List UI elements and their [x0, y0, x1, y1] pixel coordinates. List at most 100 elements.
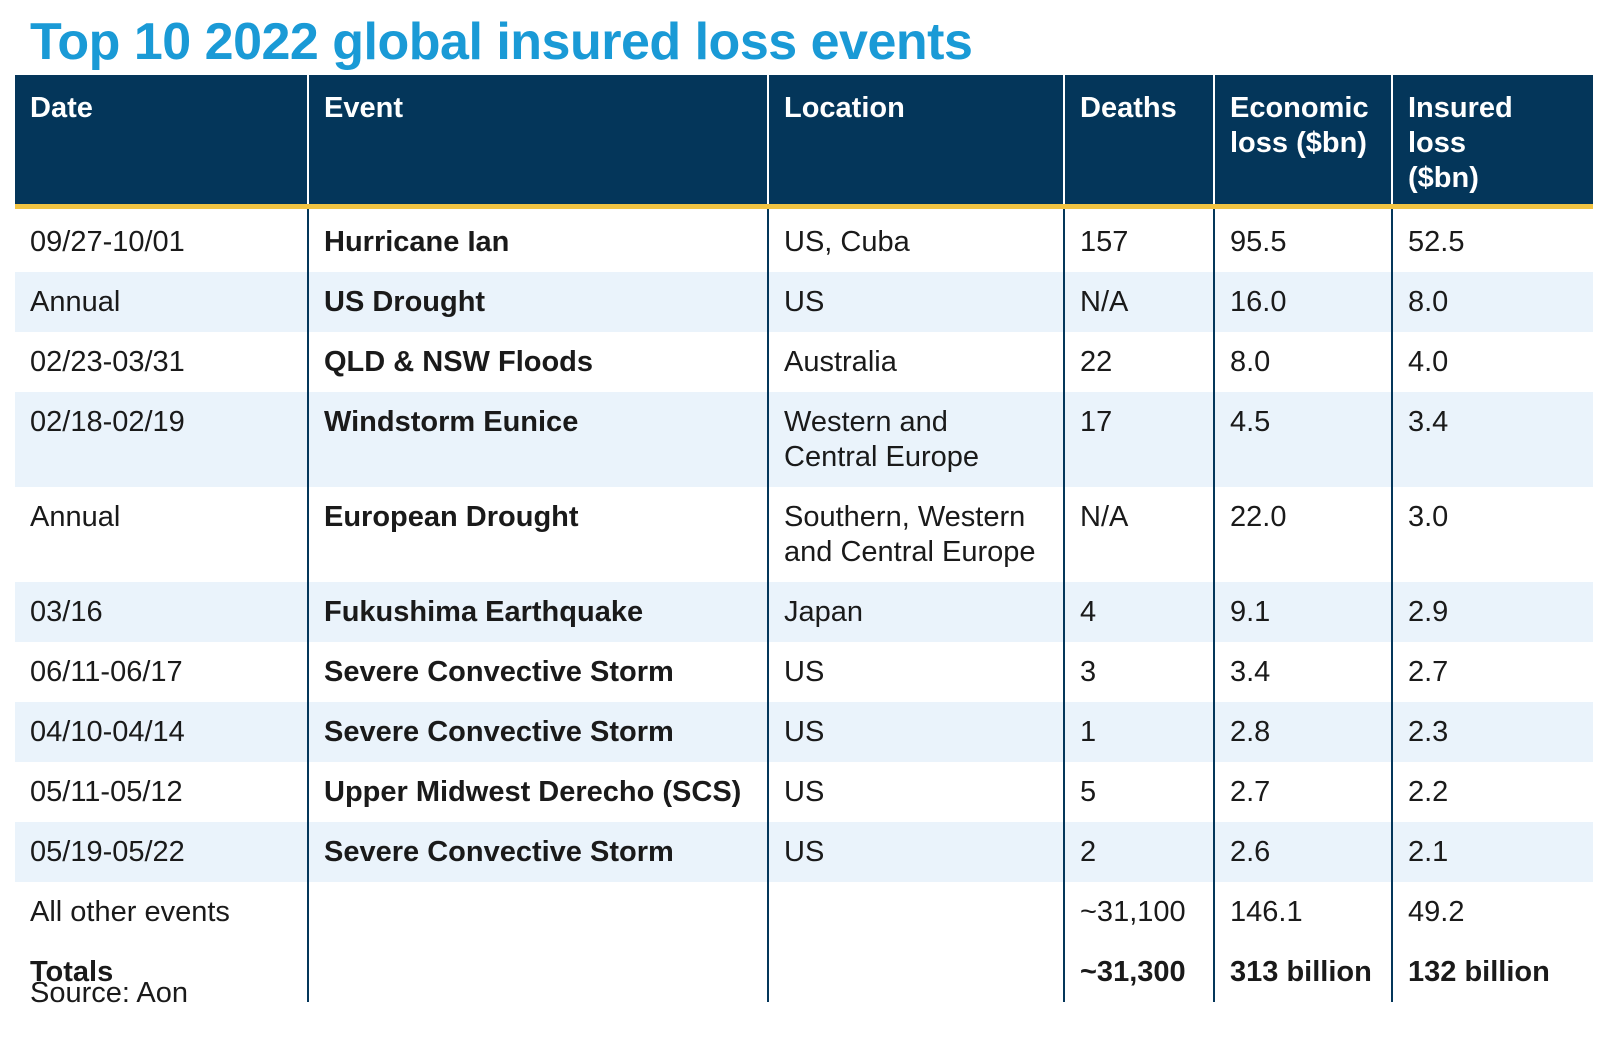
table-row: 05/11-05/12 Upper Midwest Derecho (SCS) US… — [15, 762, 1593, 822]
economic-loss-cell: 22.0 — [1213, 487, 1392, 582]
deaths-cell: 2 — [1063, 822, 1214, 882]
location-line: US — [784, 286, 825, 318]
location-cell: US — [767, 702, 1064, 762]
location-line: US, Cuba — [784, 226, 910, 258]
date-cell: All other events — [30, 896, 230, 928]
location-line: Western and — [784, 406, 948, 438]
location-line: Japan — [784, 596, 864, 628]
header-location: Location — [767, 75, 1064, 209]
location-line: Central Europe — [784, 441, 980, 473]
economic-loss-cell: 16.0 — [1213, 272, 1392, 332]
location-line: US — [784, 776, 825, 808]
date-cell: Annual — [30, 501, 121, 533]
table-row: 06/11-06/17 Severe Convective Storm US 3 3.4… — [15, 642, 1593, 702]
deaths-cell: ~31,300 — [1063, 942, 1214, 1002]
event-cell: Fukushima Earthquake — [307, 582, 768, 642]
deaths-cell: 5 — [1063, 762, 1214, 822]
chart-title: Top 10 2022 global insured loss events — [30, 13, 973, 71]
date-cell: 04/10-04/14 — [15, 702, 308, 762]
insured-loss-cell: 2.2 — [1391, 762, 1593, 822]
other-events-row: All other events ~31,100 146.1 49.2 — [15, 882, 1593, 942]
event-cell: Severe Convective Storm — [307, 642, 768, 702]
deaths-cell: ~31,100 — [1063, 882, 1214, 942]
header-economic-loss: Economic loss ($bn) — [1213, 75, 1392, 209]
event-cell: European Drought — [307, 487, 768, 582]
location-cell: Southern, Western and Central Europe — [767, 487, 1064, 582]
location-cell: Western and Central Europe — [767, 392, 1064, 487]
insured-loss-cell: 49.2 — [1391, 882, 1593, 942]
location-line: US — [784, 836, 825, 868]
header-event: Event — [307, 75, 768, 209]
deaths-cell: 22 — [1063, 332, 1214, 392]
economic-loss-cell: 2.7 — [1213, 762, 1392, 822]
insured-loss-cell: 2.3 — [1391, 702, 1593, 762]
insured-loss-cell: 2.9 — [1391, 582, 1593, 642]
table-row: 03/16 Fukushima Earthquake Japan 4 9.1 2.9 — [15, 582, 1593, 642]
deaths-cell: 1 — [1063, 702, 1214, 762]
header-economic-loss-line1: Economic — [1230, 92, 1369, 124]
deaths-cell: 3 — [1063, 642, 1214, 702]
table-body: 09/27-10/01 Hurricane Ian US, Cuba 157 95.5 5… — [15, 206, 1593, 1002]
table-row: 05/19-05/22 Severe Convective Storm US 2 2.6… — [15, 822, 1593, 882]
loss-events-table: Date Event Location Deaths Economic loss … — [15, 75, 1593, 1002]
date-cell: 06/11-06/17 — [30, 656, 183, 688]
location-line: Australia — [784, 346, 897, 378]
table-row: Annual European Drought Southern, Western a… — [15, 487, 1593, 582]
event-cell: Windstorm Eunice — [307, 392, 768, 487]
economic-loss-cell: 2.8 — [1213, 702, 1392, 762]
location-cell: US — [767, 642, 1064, 702]
insured-loss-cell: 2.1 — [1391, 822, 1593, 882]
table-row: 09/27-10/01 Hurricane Ian US, Cuba 157 95.5 5… — [15, 206, 1593, 272]
economic-loss-cell: 9.1 — [1213, 582, 1392, 642]
location-line: and Central Europe — [784, 536, 1036, 568]
insured-loss-cell: 4.0 — [1391, 332, 1593, 392]
date-cell: 02/18-02/19 — [15, 392, 308, 487]
table-row: 02/18-02/19 Windstorm Eunice Western and Ce… — [15, 392, 1593, 487]
table-row: Annual US Drought US N/A 16.0 8.0 — [15, 272, 1593, 332]
source-note: Source: Aon — [30, 977, 188, 1009]
location-cell: US — [767, 822, 1064, 882]
insured-loss-cell: 2.7 — [1391, 642, 1593, 702]
date-cell: 09/27-10/01 — [30, 226, 185, 258]
event-cell: Hurricane Ian — [307, 206, 768, 272]
location-cell: US — [767, 272, 1064, 332]
header-insured-loss-line1: Insured loss — [1408, 92, 1513, 159]
date-cell: Annual — [15, 272, 308, 332]
date-cell: 05/19-05/22 — [15, 822, 308, 882]
insured-loss-cell: 3.0 — [1391, 487, 1593, 582]
date-cell: Totals — [30, 956, 114, 988]
location-cell: Japan — [767, 582, 1064, 642]
event-cell: Severe Convective Storm — [307, 702, 768, 762]
deaths-cell: N/A — [1063, 487, 1214, 582]
insured-loss-cell: 52.5 — [1391, 206, 1593, 272]
totals-row: Totals ~31,300 313 billion 132 billion — [15, 942, 1593, 1002]
economic-loss-cell: 313 billion — [1213, 942, 1392, 1002]
header-date: Date — [15, 75, 308, 209]
header-insured-loss-line2: ($bn) — [1408, 162, 1479, 194]
event-cell: US Drought — [307, 272, 768, 332]
location-cell — [767, 882, 1064, 942]
location-line: US — [784, 716, 825, 748]
date-cell: 02/23-03/31 — [30, 346, 185, 378]
table-row: 04/10-04/14 Severe Convective Storm US 1 2.8… — [15, 702, 1593, 762]
header-row: Date Event Location Deaths Economic loss … — [15, 75, 1593, 209]
event-cell: Upper Midwest Derecho (SCS) — [307, 762, 768, 822]
event-cell: QLD & NSW Floods — [307, 332, 768, 392]
event-cell: Severe Convective Storm — [307, 822, 768, 882]
economic-loss-cell: 146.1 — [1213, 882, 1392, 942]
insured-loss-cell: 8.0 — [1391, 272, 1593, 332]
header-deaths: Deaths — [1063, 75, 1214, 209]
deaths-cell: 17 — [1063, 392, 1214, 487]
location-line: Southern, Western — [784, 501, 1026, 533]
date-cell: 05/11-05/12 — [30, 776, 183, 808]
location-cell: US — [767, 762, 1064, 822]
deaths-cell: N/A — [1063, 272, 1214, 332]
economic-loss-cell: 95.5 — [1213, 206, 1392, 272]
event-cell — [307, 882, 768, 942]
deaths-cell: 157 — [1063, 206, 1214, 272]
insured-loss-cell: 132 billion — [1391, 942, 1593, 1002]
location-line: US — [784, 656, 825, 688]
table-row: 02/23-03/31 QLD & NSW Floods Australia 22 8.… — [15, 332, 1593, 392]
economic-loss-cell: 8.0 — [1213, 332, 1392, 392]
date-cell: 03/16 — [15, 582, 308, 642]
